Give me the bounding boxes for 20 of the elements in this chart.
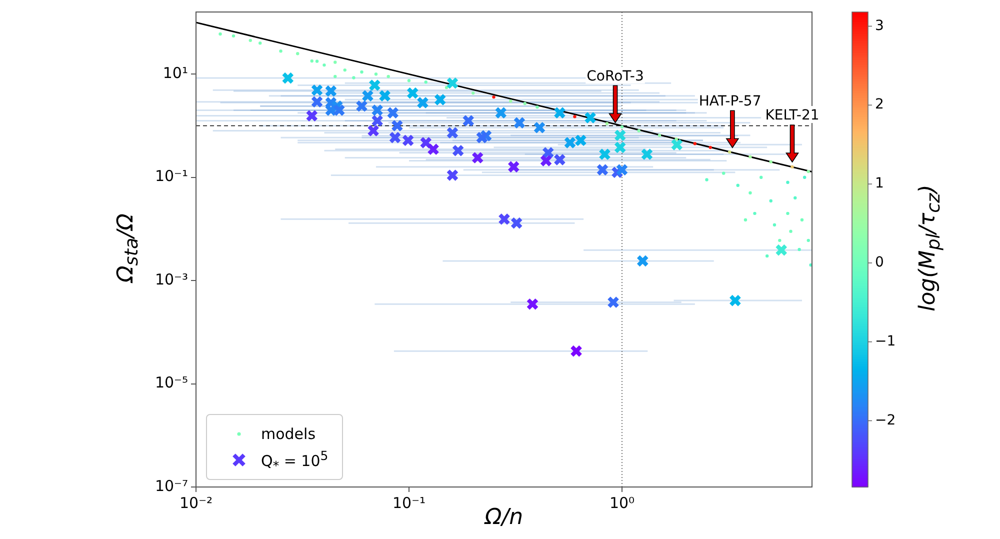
color-bar-label: 3 xyxy=(875,18,884,34)
annotation: CoRoT-3 xyxy=(586,68,644,84)
color-bar-label: −2 xyxy=(875,412,896,428)
color-bar-label: 0 xyxy=(875,254,884,271)
annotation: HAT-P-57 xyxy=(698,93,762,110)
y-tick-label: 10⁻⁵ xyxy=(154,374,188,392)
x-tick-label: 10⁻¹ xyxy=(392,494,426,512)
annotation: KELT-21 xyxy=(765,108,820,124)
y-tick-label: 10¹ xyxy=(162,64,188,82)
x-tick-label: 10⁰ xyxy=(609,494,635,512)
y-tick-label: 10⁻³ xyxy=(154,270,188,288)
color-bar-label: 2 xyxy=(875,96,884,113)
legend-label: models xyxy=(261,425,316,443)
x-tick-label: 10⁻² xyxy=(179,494,213,512)
y-tick-label: 10⁻⁷ xyxy=(154,476,188,495)
color-bar-label: 1 xyxy=(875,176,884,192)
y-tick-label: 10⁻¹ xyxy=(154,167,188,186)
legend-label: Q$_{*}$ = 10$^{5}$ xyxy=(261,448,328,472)
x-axis-title: Ω/n xyxy=(484,505,524,530)
color-bar-label: −1 xyxy=(875,333,896,350)
